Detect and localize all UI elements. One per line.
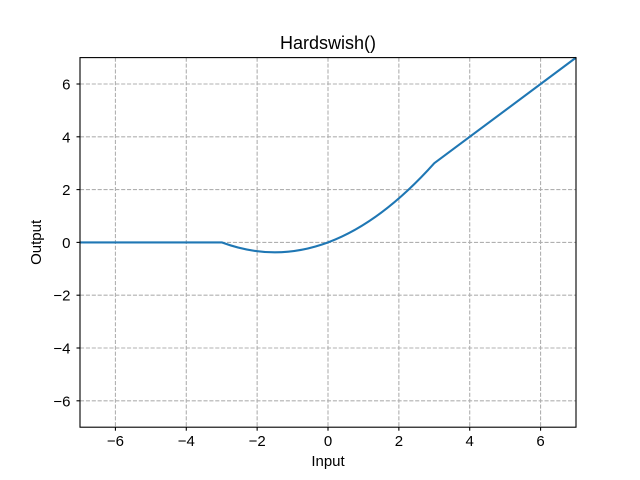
svg-text:4: 4 [62,129,70,146]
svg-text:−6: −6 [53,393,70,410]
svg-text:−2: −2 [249,433,266,450]
svg-text:Output: Output [28,219,45,265]
svg-text:0: 0 [324,433,332,450]
svg-text:−2: −2 [53,288,70,305]
svg-text:6: 6 [62,77,70,94]
svg-text:0: 0 [62,235,70,252]
svg-text:2: 2 [395,433,403,450]
svg-text:−4: −4 [53,341,70,358]
svg-text:2: 2 [62,182,70,199]
svg-text:6: 6 [536,433,544,450]
svg-text:Hardswish(): Hardswish() [280,33,376,53]
svg-text:−6: −6 [107,433,124,450]
svg-text:Input: Input [311,453,345,470]
svg-text:4: 4 [466,433,474,450]
svg-text:−4: −4 [178,433,195,450]
